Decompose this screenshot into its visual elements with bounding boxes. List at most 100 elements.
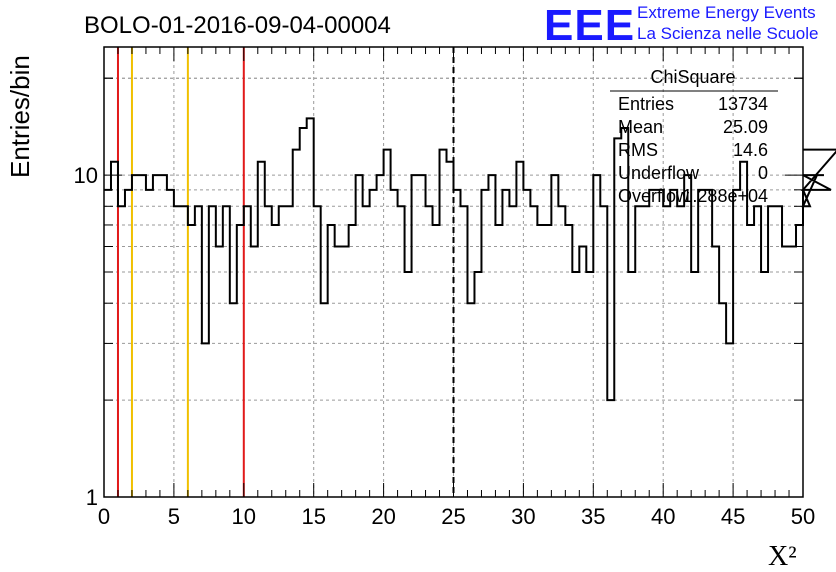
histogram-bin <box>405 272 412 497</box>
histogram-bin <box>132 175 139 497</box>
histogram-bin <box>272 225 279 497</box>
histogram-bin <box>607 400 614 497</box>
histogram-bin <box>412 175 419 497</box>
histogram-bin <box>551 175 558 497</box>
histogram-bin <box>600 206 607 497</box>
histogram-bin <box>181 206 188 497</box>
histogram-bin <box>747 225 754 497</box>
histogram-bin <box>516 162 523 497</box>
histogram-bin <box>495 225 502 497</box>
stats-rms-value: 14.6 <box>733 140 768 160</box>
x-axis-label: X² <box>768 541 797 572</box>
histogram-bin <box>684 175 691 497</box>
histogram-bin <box>565 225 572 497</box>
eee-logo-mark: EEE <box>544 1 635 50</box>
stats-mean-value: 25.09 <box>723 117 768 137</box>
histogram-bin <box>300 128 307 497</box>
histogram-bin <box>474 272 481 497</box>
x-tick-label: 15 <box>301 504 325 529</box>
histogram-bin <box>447 162 454 497</box>
histogram-bin <box>635 206 642 497</box>
histogram-bin <box>314 206 321 497</box>
y-axis-label: Entries/bin <box>5 55 35 178</box>
histogram-bin <box>726 343 733 497</box>
histogram-bin <box>223 206 230 497</box>
stats-overflow-label: Overflow <box>618 186 690 206</box>
histogram-bin <box>628 272 635 497</box>
stats-name: ChiSquare <box>650 67 735 87</box>
histogram-bin <box>377 175 384 497</box>
histogram-bin <box>419 175 426 497</box>
x-tick-label: 10 <box>232 504 256 529</box>
histogram-bin <box>139 175 146 497</box>
histogram-bin <box>677 206 684 497</box>
histogram-bin <box>789 247 796 497</box>
histogram-series <box>104 117 836 497</box>
stats-underflow-label: Underflow <box>618 163 700 183</box>
histogram-bin <box>202 343 209 497</box>
histogram-bin <box>111 162 118 497</box>
histogram-bin <box>118 206 125 497</box>
histogram-bin <box>537 225 544 497</box>
histogram-bin <box>460 206 467 497</box>
histogram-bin <box>251 247 258 497</box>
histogram-bin <box>265 206 272 497</box>
histogram-bin <box>209 206 216 497</box>
histogram-bin <box>216 247 223 497</box>
histogram-bin <box>342 247 349 497</box>
stats-entries-label: Entries <box>618 94 674 114</box>
histogram-bin <box>349 225 356 497</box>
stats-rms-label: RMS <box>618 140 658 160</box>
histogram-bin <box>440 150 447 497</box>
histogram-bin <box>286 206 293 497</box>
x-tick-label: 50 <box>791 504 815 529</box>
histogram-step-line <box>104 117 836 402</box>
x-tick-label: 40 <box>651 504 675 529</box>
histogram-bin <box>335 247 342 497</box>
histogram-bin <box>691 272 698 497</box>
x-tick-label: 25 <box>441 504 465 529</box>
histogram-bin <box>188 225 195 497</box>
histogram-bin <box>279 206 286 497</box>
histogram-bin <box>740 162 747 497</box>
stats-box: ChiSquare Entries 13734 Mean 25.09 RMS 1… <box>610 67 778 206</box>
eee-logo-line2: La Scienza nelle Scuole <box>637 24 818 43</box>
histogram-bin <box>174 206 181 497</box>
histogram-bin <box>768 206 775 497</box>
histogram-bin <box>244 206 251 497</box>
histogram-bin <box>782 247 789 497</box>
eee-logo-line1: Extreme Energy Events <box>637 3 816 22</box>
histogram-bin <box>663 206 670 497</box>
histogram-bin <box>761 272 768 497</box>
histogram-bin <box>384 150 391 497</box>
stats-entries-value: 13734 <box>718 94 768 114</box>
histogram-bin <box>796 225 803 497</box>
histogram-bin <box>160 175 167 497</box>
histogram-bin <box>642 206 649 497</box>
y-tick-label: 1 <box>86 485 98 510</box>
histogram-bin <box>195 206 202 497</box>
histogram-bin <box>586 272 593 497</box>
histogram-bin <box>558 206 565 497</box>
histogram-bin <box>363 206 370 497</box>
y-tick-label: 10 <box>74 163 98 188</box>
histogram-bin <box>258 162 265 497</box>
marker-lines <box>116 47 455 497</box>
histogram-bin <box>572 272 579 497</box>
axis-ticks: 0 5 10 15 20 25 30 35 40 45 50 1 10 <box>74 47 815 529</box>
histogram-bin <box>775 206 782 497</box>
stats-mean-label: Mean <box>618 117 663 137</box>
x-tick-label: 45 <box>721 504 745 529</box>
x-tick-label: 5 <box>168 504 180 529</box>
stats-underflow-value: 0 <box>758 163 768 183</box>
x-tick-label: 0 <box>98 504 110 529</box>
histogram-bin <box>579 247 586 497</box>
histogram-bin <box>712 247 719 497</box>
histogram-bin <box>621 128 628 497</box>
x-tick-label: 20 <box>371 504 395 529</box>
histogram-bin <box>237 225 244 497</box>
histogram-bin <box>488 175 495 497</box>
histogram-bin <box>356 175 363 497</box>
eee-logo: EEE Extreme Energy Events La Scienza nel… <box>544 1 818 50</box>
